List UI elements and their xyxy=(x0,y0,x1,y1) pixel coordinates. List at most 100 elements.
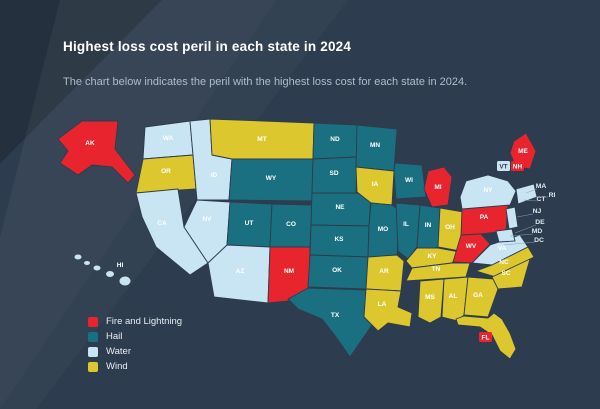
state-FL xyxy=(455,312,517,360)
legend-item-water: Water xyxy=(88,344,182,359)
state-AK xyxy=(57,120,136,184)
state-label-AR: AR xyxy=(379,268,389,275)
state-MI xyxy=(423,166,453,208)
state-label-SC: SC xyxy=(501,270,510,277)
state-label-KS: KS xyxy=(334,236,344,243)
state-NY xyxy=(459,174,517,210)
legend-item-fire: Fire and Lightning xyxy=(88,314,182,329)
legend-swatch-wind xyxy=(88,361,98,372)
state-AR xyxy=(365,254,405,292)
state-chip-VT xyxy=(497,161,510,171)
leader-line-DC xyxy=(503,241,536,246)
legend-item-wind: Wind xyxy=(88,359,182,374)
hawaii-island xyxy=(119,276,131,286)
state-label-PA: PA xyxy=(480,214,489,221)
state-label-DE: DE xyxy=(535,219,545,226)
state-label-NH: NH xyxy=(513,164,523,171)
state-label-OR: OR xyxy=(161,168,171,175)
state-label-MA: MA xyxy=(536,183,547,190)
state-label-NV: NV xyxy=(202,216,212,223)
state-GA xyxy=(463,276,499,318)
state-AZ xyxy=(207,244,271,304)
state-label-LA: LA xyxy=(378,301,387,308)
state-label-MN: MN xyxy=(370,142,380,149)
state-label-WA: WA xyxy=(163,135,174,142)
leader-line-CT xyxy=(523,199,538,202)
legend-swatch-water xyxy=(88,346,98,357)
state-MS xyxy=(417,278,445,324)
state-label-UT: UT xyxy=(245,220,254,227)
hawaii-island xyxy=(74,254,82,260)
state-label-VT: VT xyxy=(499,164,507,171)
leader-line-MA xyxy=(525,188,538,194)
state-label-ID: ID xyxy=(211,172,218,179)
state-label-MI: MI xyxy=(434,184,441,191)
leader-line-NJ xyxy=(516,213,534,218)
state-label-TX: TX xyxy=(331,312,340,319)
state-label-AZ: AZ xyxy=(236,268,245,275)
state-label-AK: AK xyxy=(85,140,95,147)
state-label-MO: MO xyxy=(378,226,388,233)
state-WI xyxy=(393,162,427,200)
state-VA xyxy=(471,234,529,266)
state-label-KY: KY xyxy=(427,253,437,260)
state-label-VA: VA xyxy=(498,245,507,252)
state-label-CT: CT xyxy=(536,196,546,203)
state-label-IL: IL xyxy=(403,221,409,228)
delmarva-sliver xyxy=(495,228,516,243)
state-label-WV: WV xyxy=(466,243,477,250)
page-subtitle: The chart below indicates the peril with… xyxy=(63,76,468,88)
state-label-TN: TN xyxy=(432,266,441,273)
legend-label-water: Water xyxy=(106,346,131,357)
hawaii-island xyxy=(84,261,90,265)
legend-label-hail: Hail xyxy=(106,331,123,342)
state-label-NM: NM xyxy=(284,268,294,275)
state-label-ME: ME xyxy=(518,148,528,155)
state-label-GA: GA xyxy=(473,292,483,299)
state-label-WY: WY xyxy=(266,175,277,182)
state-label-ND: ND xyxy=(330,136,340,143)
state-label-MT: MT xyxy=(257,136,266,143)
state-label-CO: CO xyxy=(286,221,296,228)
state-label-HI: HI xyxy=(117,262,124,269)
nj-sliver xyxy=(505,206,519,230)
state-label-MD: MD xyxy=(532,228,543,235)
state-label-NJ: NJ xyxy=(533,208,542,215)
state-label-RI: RI xyxy=(549,192,556,199)
state-label-OH: OH xyxy=(445,224,455,231)
state-label-SD: SD xyxy=(329,170,338,177)
state-LA xyxy=(363,288,413,332)
hawaii-island xyxy=(93,265,101,271)
state-label-NC: NC xyxy=(499,259,509,266)
state-NC xyxy=(475,246,535,278)
legend-label-fire: Fire and Lightning xyxy=(106,316,183,327)
state-label-MS: MS xyxy=(425,294,435,301)
legend-label-wind: Wind xyxy=(106,361,128,372)
state-chip-NH xyxy=(511,161,524,171)
state-label-FL: FL xyxy=(482,335,490,342)
state-label-CA: CA xyxy=(157,220,167,227)
state-SC xyxy=(491,258,531,290)
page-title: Highest loss cost peril in each state in… xyxy=(63,39,352,54)
state-label-WI: WI xyxy=(405,177,413,184)
state-label-OK: OK xyxy=(332,267,342,274)
state-label-DC: DC xyxy=(534,237,544,244)
hawaii-island xyxy=(106,271,114,277)
leader-line-DE xyxy=(514,224,537,234)
leader-line-MD xyxy=(509,233,534,237)
legend-swatch-hail xyxy=(88,331,98,342)
state-chip-FL xyxy=(479,332,492,342)
legend-item-hail: Hail xyxy=(88,329,182,344)
state-TX xyxy=(287,287,373,358)
state-label-IA: IA xyxy=(372,181,379,188)
us-map: AK HI WA OR CA ID NV UT AZ MT WY CO NM ND SD NE KS OK TX MN… xyxy=(57,118,556,360)
state-CA xyxy=(135,188,209,276)
legend-swatch-fire xyxy=(88,316,98,327)
state-label-NE: NE xyxy=(335,204,345,211)
state-label-AL: AL xyxy=(449,293,458,300)
state-ME xyxy=(509,132,537,170)
state-label-IN: IN xyxy=(425,222,432,229)
legend: Fire and Lightning Hail Water Wind xyxy=(88,314,182,374)
state-label-NY: NY xyxy=(483,187,493,194)
